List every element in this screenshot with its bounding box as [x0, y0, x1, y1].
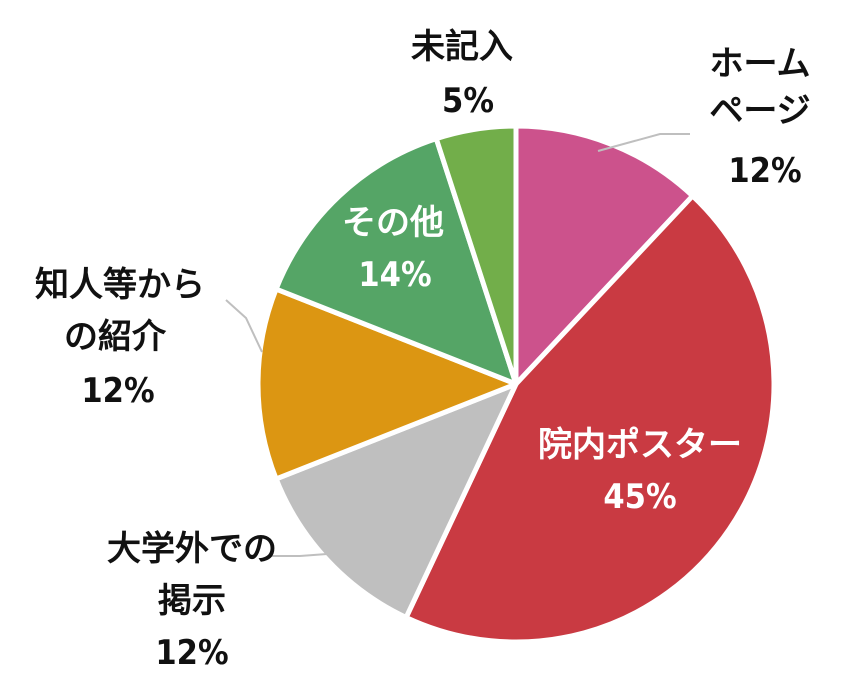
slice-percent-offcampus: 12%	[155, 633, 228, 673]
slice-percent-blank: 5%	[442, 81, 494, 121]
leader-line-referral	[225, 299, 263, 353]
pie-slice-poster	[403, 193, 777, 645]
pie-slice-referral	[255, 286, 519, 482]
slice-label-referral: 知人等から	[35, 265, 205, 305]
slice-percent-other: 14%	[358, 255, 431, 295]
slice-label-poster: 院内ポスター	[538, 425, 742, 465]
slice-label-offcampus: 大学外での	[107, 529, 277, 569]
slice-label-homepage: ホーム	[710, 44, 811, 84]
leader-lines	[225, 133, 690, 557]
slice-label-referral-line2: の紹介	[64, 317, 167, 357]
slice-label-other: その他	[342, 203, 444, 243]
slice-percent-poster: 45%	[603, 477, 676, 517]
leader-line-offcampus	[270, 553, 328, 557]
pie-slice-offcampus	[273, 381, 519, 620]
pie-slice-blank	[433, 123, 519, 387]
pie-slice-homepage	[513, 123, 696, 387]
slice-percent-homepage: 12%	[728, 151, 801, 191]
slice-label-homepage-line2: ページ	[709, 91, 810, 131]
slice-label-offcampus-line2: 掲示	[158, 581, 226, 621]
slice-percent-referral: 12%	[81, 371, 154, 411]
pie-slices	[255, 123, 777, 645]
slice-label-blank: 未記入	[411, 27, 513, 67]
leader-line-homepage	[597, 133, 690, 152]
